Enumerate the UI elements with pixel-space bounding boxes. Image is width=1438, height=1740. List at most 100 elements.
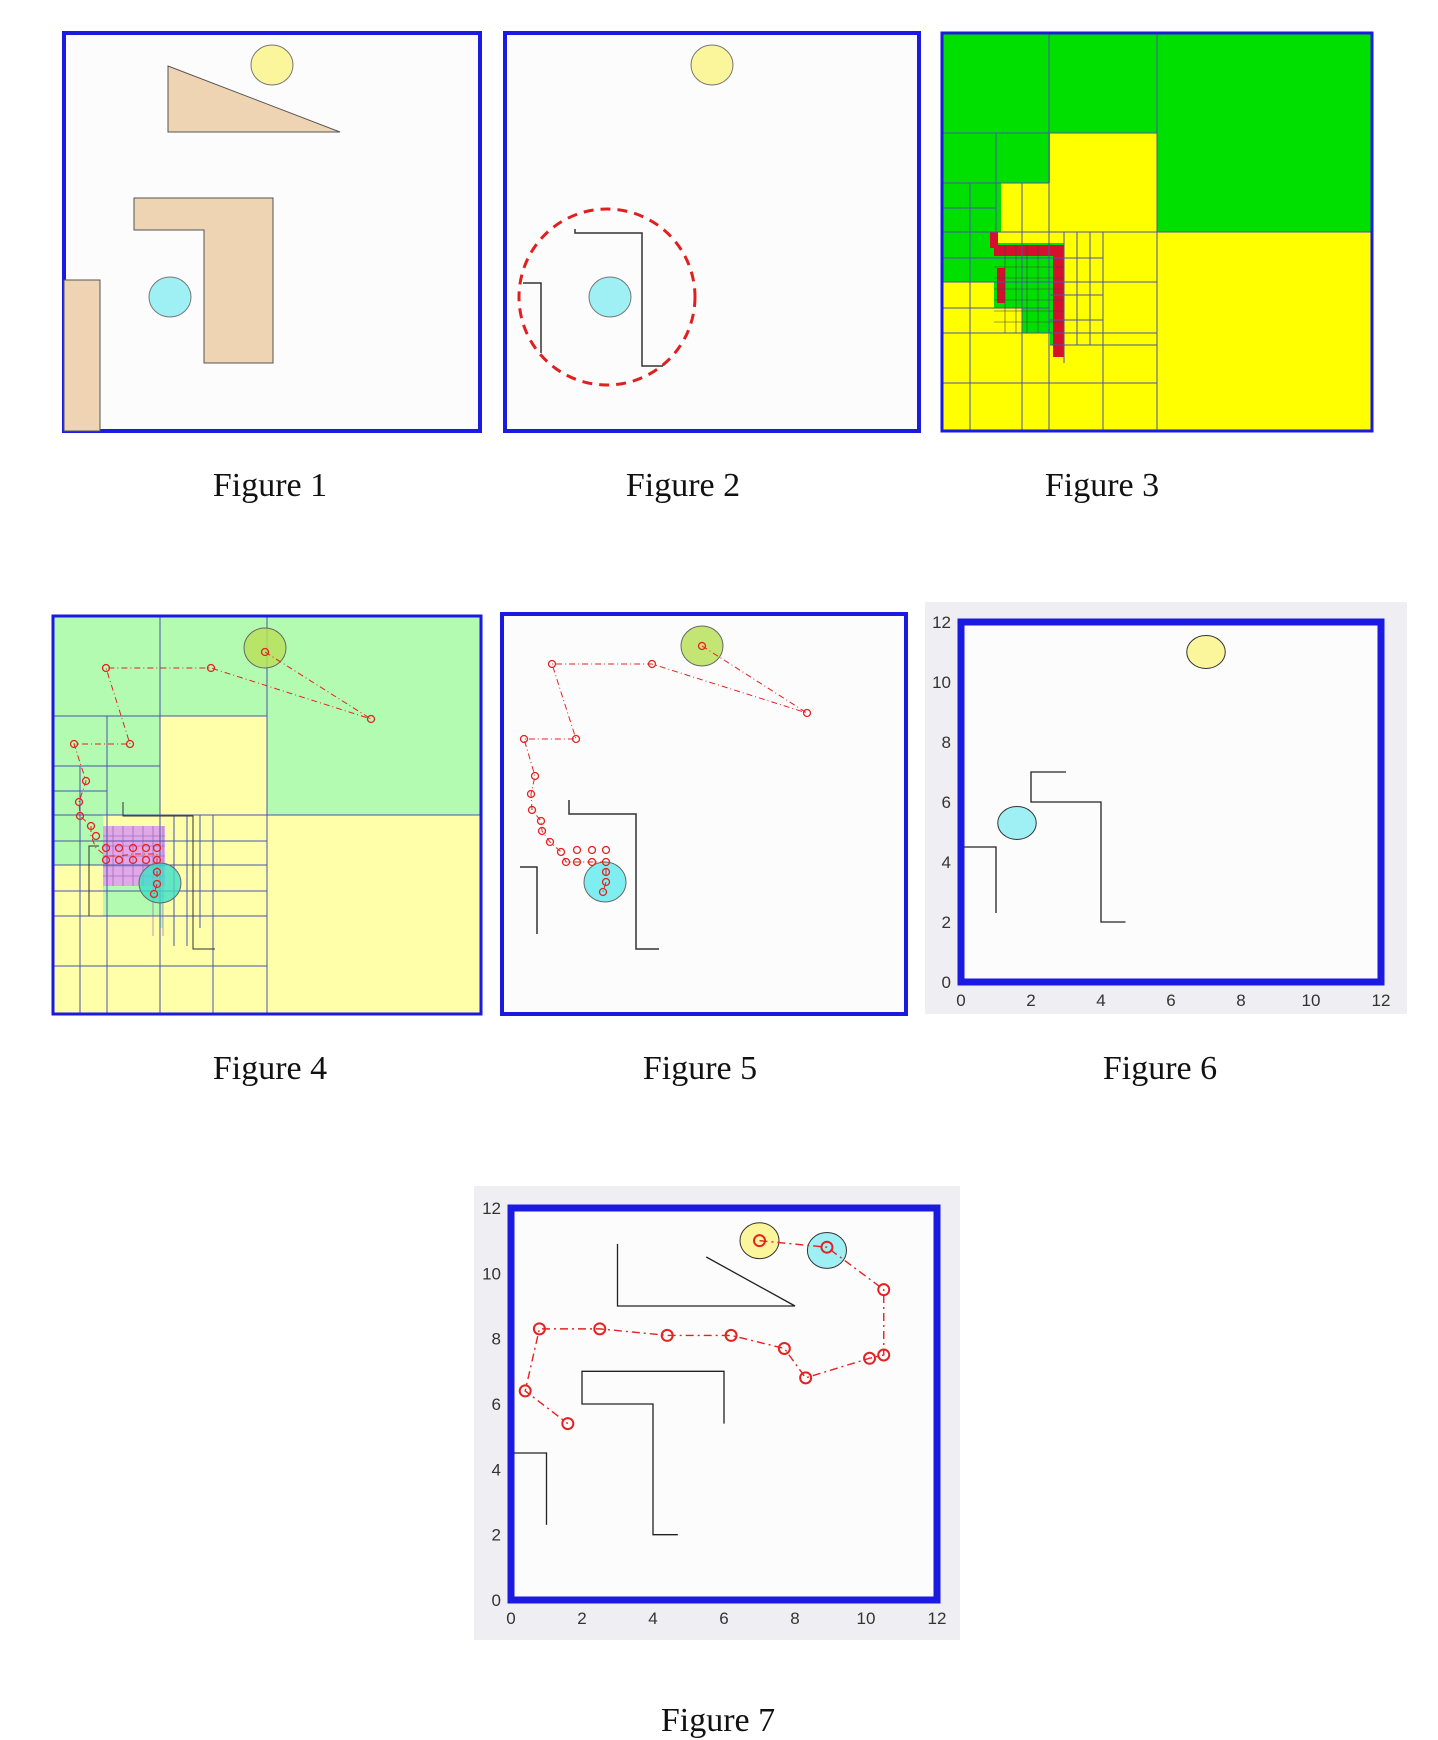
figure-3-caption: Figure 3 bbox=[1044, 467, 1160, 504]
figure-4 bbox=[51, 614, 483, 1016]
wall-1 bbox=[581, 1370, 725, 1536]
path-waypoint-3 bbox=[877, 1348, 891, 1362]
path-waypoint-8 bbox=[660, 1328, 674, 1342]
x-tick-label: 8 bbox=[1236, 991, 1245, 1010]
y-tick-label: 6 bbox=[492, 1395, 501, 1414]
x-tick-label: 2 bbox=[1026, 991, 1035, 1010]
goal-circle bbox=[739, 1222, 780, 1260]
blocked-cells bbox=[990, 232, 1064, 357]
sensed-wall bbox=[568, 800, 659, 950]
figure-7-plot: 0 2 4 6 8 10 12 0 2 4 6 8 10 12 bbox=[474, 1186, 960, 1640]
robot-circle bbox=[997, 806, 1037, 840]
wall-2 bbox=[616, 1243, 796, 1307]
figure-4-canvas bbox=[51, 614, 483, 1016]
y-tick-label: 12 bbox=[932, 613, 951, 632]
path-waypoint-4 bbox=[863, 1351, 877, 1365]
x-tick-label: 6 bbox=[719, 1609, 728, 1628]
environment-frame bbox=[503, 31, 921, 433]
y-axis-ticks: 0 2 4 6 8 10 12 bbox=[932, 613, 951, 992]
path-waypoint-12 bbox=[561, 1417, 575, 1431]
y-tick-label: 0 bbox=[942, 973, 951, 992]
figure-7-caption: Figure 7 bbox=[660, 1702, 776, 1739]
x-tick-label: 2 bbox=[577, 1609, 586, 1628]
y-tick-label: 0 bbox=[492, 1591, 501, 1610]
y-tick-label: 2 bbox=[492, 1526, 501, 1545]
sensed-wall-left bbox=[523, 282, 542, 353]
x-tick-label: 6 bbox=[1166, 991, 1175, 1010]
triangle-obstacle bbox=[167, 65, 341, 133]
planned-path bbox=[73, 651, 372, 895]
x-tick-label: 8 bbox=[790, 1609, 799, 1628]
x-tick-label: 4 bbox=[648, 1609, 657, 1628]
mixed-cells bbox=[53, 716, 481, 1014]
walls bbox=[961, 771, 1126, 923]
x-tick-label: 4 bbox=[1096, 991, 1105, 1010]
y-tick-label: 12 bbox=[482, 1199, 501, 1218]
path-waypoint-7 bbox=[724, 1328, 738, 1342]
figure-2-canvas bbox=[503, 31, 921, 433]
path-waypoint-1 bbox=[820, 1240, 834, 1254]
goal-circle bbox=[1186, 635, 1226, 669]
y-tick-label: 8 bbox=[492, 1330, 501, 1349]
figure-2-caption: Figure 2 bbox=[625, 467, 741, 504]
plot-area bbox=[961, 622, 1381, 982]
environment-frame bbox=[500, 612, 908, 1016]
quadtree-grid bbox=[942, 33, 1372, 431]
x-tick-label: 10 bbox=[1302, 991, 1321, 1010]
path-line bbox=[524, 1239, 885, 1425]
figure-6-caption: Figure 6 bbox=[1102, 1050, 1218, 1087]
path-waypoint-5 bbox=[799, 1371, 813, 1385]
sensed-wall bbox=[574, 229, 663, 367]
figure-5-caption: Figure 5 bbox=[642, 1050, 758, 1087]
quadtree-grid bbox=[53, 616, 481, 1014]
figure-6-plot: 0 2 4 6 8 10 12 0 2 4 6 8 10 12 bbox=[925, 602, 1407, 1014]
figure-5 bbox=[500, 612, 908, 1016]
x-tick-label: 0 bbox=[956, 991, 965, 1010]
markers bbox=[997, 635, 1226, 840]
sensed-wall-left bbox=[520, 866, 538, 934]
x-tick-label: 12 bbox=[1372, 991, 1391, 1010]
environment-frame bbox=[940, 31, 1374, 433]
figure-3 bbox=[940, 31, 1374, 433]
goal-circle bbox=[690, 44, 734, 86]
x-tick-label: 0 bbox=[506, 1609, 515, 1628]
environment-frame bbox=[51, 614, 483, 1016]
mixed-cells bbox=[942, 133, 1372, 431]
figure-4-caption: Figure 4 bbox=[212, 1050, 328, 1087]
planned-path bbox=[518, 1234, 891, 1431]
goal-circle bbox=[250, 44, 294, 86]
environment-frame bbox=[957, 618, 1385, 986]
figure-1-caption: Figure 1 bbox=[212, 467, 328, 504]
figure-7: 0 2 4 6 8 10 12 0 2 4 6 8 10 12 bbox=[474, 1186, 960, 1640]
y-tick-label: 10 bbox=[482, 1264, 501, 1283]
path-waypoints bbox=[519, 641, 812, 897]
y-tick-label: 8 bbox=[942, 733, 951, 752]
x-tick-label: 12 bbox=[928, 1609, 947, 1628]
figure-2 bbox=[503, 31, 921, 433]
goal-circle bbox=[680, 625, 724, 667]
sensor-range-circle bbox=[517, 207, 697, 387]
wall-0 bbox=[511, 1452, 548, 1525]
figure-5-canvas bbox=[500, 612, 908, 1016]
figure-1 bbox=[62, 31, 482, 433]
y-tick-label: 10 bbox=[932, 673, 951, 692]
planned-path bbox=[523, 645, 808, 893]
y-tick-label: 4 bbox=[942, 853, 951, 872]
robot-circle bbox=[806, 1232, 847, 1269]
wall-0 bbox=[961, 846, 997, 913]
path-waypoint-0 bbox=[753, 1234, 766, 1248]
sensed-wall-left bbox=[88, 845, 99, 916]
fine-grid bbox=[994, 245, 1064, 333]
robot-start-circle bbox=[588, 276, 632, 318]
figure-3-canvas bbox=[940, 31, 1374, 433]
path-waypoint-2 bbox=[877, 1283, 891, 1297]
wall-1 bbox=[1030, 771, 1126, 923]
sensed-wall bbox=[122, 802, 215, 950]
x-axis-ticks: 0 2 4 6 8 10 12 bbox=[956, 991, 1390, 1010]
x-tick-label: 10 bbox=[857, 1609, 876, 1628]
y-tick-label: 6 bbox=[942, 793, 951, 812]
x-axis-ticks: 0 2 4 6 8 10 12 bbox=[506, 1609, 946, 1628]
l-shaped-obstacle bbox=[133, 197, 274, 364]
corner-obstacle bbox=[63, 279, 101, 432]
environment-frame bbox=[507, 1204, 941, 1604]
